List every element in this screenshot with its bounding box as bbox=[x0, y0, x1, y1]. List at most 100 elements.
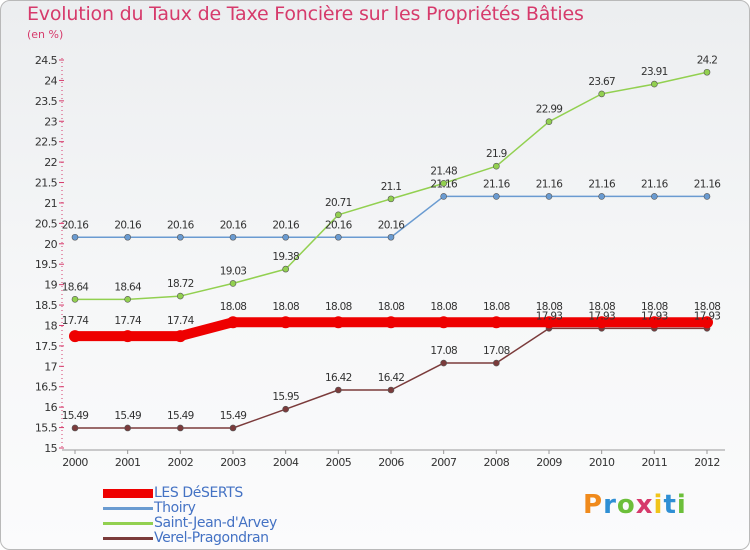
data-point-verel-pragondran bbox=[124, 424, 131, 432]
data-label-saint-jean-d-arvey: 21.1 bbox=[381, 181, 402, 193]
legend-swatch bbox=[103, 489, 153, 498]
data-point-thoiry bbox=[387, 233, 395, 241]
data-label-thoiry: 21.16 bbox=[588, 178, 616, 190]
data-label-saint-jean-d-arvey: 21.48 bbox=[430, 165, 457, 177]
data-point-verel-pragondran bbox=[177, 424, 184, 432]
data-point-thoiry bbox=[229, 233, 237, 241]
data-label-les-d-serts: 17.74 bbox=[114, 315, 142, 327]
y-tick-label: 16 bbox=[44, 401, 57, 414]
data-point-saint-jean-d-arvey bbox=[440, 180, 447, 187]
data-point-saint-jean-d-arvey bbox=[124, 296, 131, 303]
data-point-saint-jean-d-arvey bbox=[598, 90, 605, 98]
logo-letter: i bbox=[653, 490, 664, 520]
data-point-saint-jean-d-arvey bbox=[387, 195, 395, 203]
data-label-les-d-serts: 18.08 bbox=[694, 301, 721, 313]
data-point-saint-jean-d-arvey bbox=[651, 80, 658, 88]
data-label-les-d-serts: 17.74 bbox=[167, 315, 195, 327]
data-label-les-d-serts: 18.08 bbox=[588, 301, 615, 313]
legend-swatch bbox=[103, 537, 153, 540]
data-label-verel-pragondran: 17.93 bbox=[694, 310, 721, 322]
data-label-les-d-serts: 18.08 bbox=[430, 301, 457, 313]
data-point-thoiry bbox=[493, 193, 500, 200]
x-tick-label: 2009 bbox=[536, 456, 562, 469]
logo-letter: P bbox=[583, 490, 604, 520]
legend-label: Verel-Pragondran bbox=[154, 530, 269, 546]
y-tick-label: 18.5 bbox=[35, 299, 58, 312]
data-label-les-d-serts: 18.08 bbox=[378, 301, 405, 313]
data-label-les-d-serts: 18.08 bbox=[220, 301, 247, 313]
chart-title: Evolution du Taux de Taxe Foncière sur l… bbox=[27, 3, 584, 25]
data-label-verel-pragondran: 15.49 bbox=[220, 410, 247, 422]
data-point-les-d-serts bbox=[227, 316, 239, 329]
x-tick-label: 2000 bbox=[62, 456, 88, 469]
x-tick-label: 2006 bbox=[378, 456, 404, 469]
data-label-verel-pragondran: 16.42 bbox=[325, 372, 352, 384]
x-tick-label: 2005 bbox=[326, 456, 352, 469]
logo-letter: i bbox=[676, 490, 687, 520]
data-label-verel-pragondran: 15.95 bbox=[272, 391, 299, 403]
data-label-les-d-serts: 18.08 bbox=[641, 301, 668, 313]
data-label-thoiry: 20.16 bbox=[62, 219, 90, 231]
data-label-les-d-serts: 18.08 bbox=[325, 301, 352, 313]
data-label-saint-jean-d-arvey: 21.9 bbox=[486, 148, 507, 160]
data-label-thoiry: 21.16 bbox=[483, 178, 511, 190]
data-point-saint-jean-d-arvey bbox=[493, 162, 500, 170]
data-point-verel-pragondran bbox=[440, 359, 447, 367]
data-point-les-d-serts bbox=[385, 316, 397, 329]
data-label-verel-pragondran: 17.93 bbox=[588, 310, 615, 322]
legend-swatch bbox=[103, 507, 153, 510]
data-point-verel-pragondran bbox=[387, 386, 395, 394]
x-tick-label: 2010 bbox=[589, 456, 615, 469]
data-point-les-d-serts bbox=[332, 316, 345, 329]
y-tick-label: 24.5 bbox=[35, 54, 58, 67]
data-label-les-d-serts: 18.08 bbox=[536, 301, 563, 313]
data-label-saint-jean-d-arvey: 24.2 bbox=[697, 54, 718, 66]
data-point-thoiry bbox=[651, 193, 658, 200]
data-label-saint-jean-d-arvey: 23.91 bbox=[641, 66, 668, 78]
y-tick-label: 23.5 bbox=[35, 95, 58, 108]
data-label-thoiry: 20.16 bbox=[167, 219, 195, 231]
data-point-les-d-serts bbox=[279, 316, 292, 329]
legend-swatch bbox=[103, 522, 153, 525]
data-point-saint-jean-d-arvey bbox=[282, 265, 289, 273]
proxiti-logo: Proxiti bbox=[583, 490, 687, 520]
data-label-saint-jean-d-arvey: 18.64 bbox=[114, 281, 142, 293]
y-tick-label: 19.5 bbox=[35, 258, 58, 271]
data-label-saint-jean-d-arvey: 23.67 bbox=[588, 76, 615, 88]
legend-label: LES DéSERTS bbox=[154, 485, 243, 501]
data-point-thoiry bbox=[282, 233, 289, 241]
data-point-les-d-serts bbox=[437, 316, 450, 329]
data-label-thoiry: 21.16 bbox=[641, 178, 669, 190]
data-point-les-d-serts bbox=[69, 330, 81, 343]
data-label-thoiry: 21.16 bbox=[430, 178, 458, 190]
data-point-thoiry bbox=[598, 193, 605, 200]
y-tick-label: 23 bbox=[44, 115, 57, 128]
logo-letter: x bbox=[635, 490, 654, 520]
data-point-thoiry bbox=[335, 233, 342, 241]
data-label-thoiry: 20.16 bbox=[114, 219, 142, 231]
y-tick-label: 19 bbox=[44, 279, 57, 292]
x-tick-label: 2011 bbox=[642, 456, 668, 469]
y-tick-label: 20 bbox=[44, 238, 57, 251]
legend-label: Thoiry bbox=[154, 500, 196, 516]
data-label-verel-pragondran: 15.49 bbox=[62, 410, 89, 422]
y-tick-label: 24 bbox=[44, 74, 57, 87]
y-tick-label: 17 bbox=[44, 360, 57, 373]
data-label-thoiry: 21.16 bbox=[536, 178, 564, 190]
data-label-saint-jean-d-arvey: 18.72 bbox=[167, 278, 194, 290]
data-labels: 17.74 17.74 17.74 18.08 18.08 18.08 18.08 18.08… bbox=[62, 54, 722, 422]
data-label-saint-jean-d-arvey: 22.99 bbox=[536, 104, 563, 116]
y-tick-label: 21 bbox=[44, 197, 57, 210]
data-point-les-d-serts bbox=[543, 316, 555, 329]
y-tick-label: 21.5 bbox=[35, 177, 58, 190]
y-tick-label: 22 bbox=[44, 156, 57, 169]
data-point-thoiry bbox=[545, 193, 553, 200]
data-label-thoiry: 20.16 bbox=[325, 219, 353, 231]
data-label-les-d-serts: 17.74 bbox=[62, 315, 90, 327]
data-label-verel-pragondran: 15.49 bbox=[167, 410, 194, 422]
data-label-verel-pragondran: 16.42 bbox=[378, 372, 405, 384]
data-label-saint-jean-d-arvey: 20.71 bbox=[325, 197, 352, 209]
data-point-saint-jean-d-arvey bbox=[229, 280, 237, 287]
data-point-les-d-serts bbox=[595, 316, 608, 329]
